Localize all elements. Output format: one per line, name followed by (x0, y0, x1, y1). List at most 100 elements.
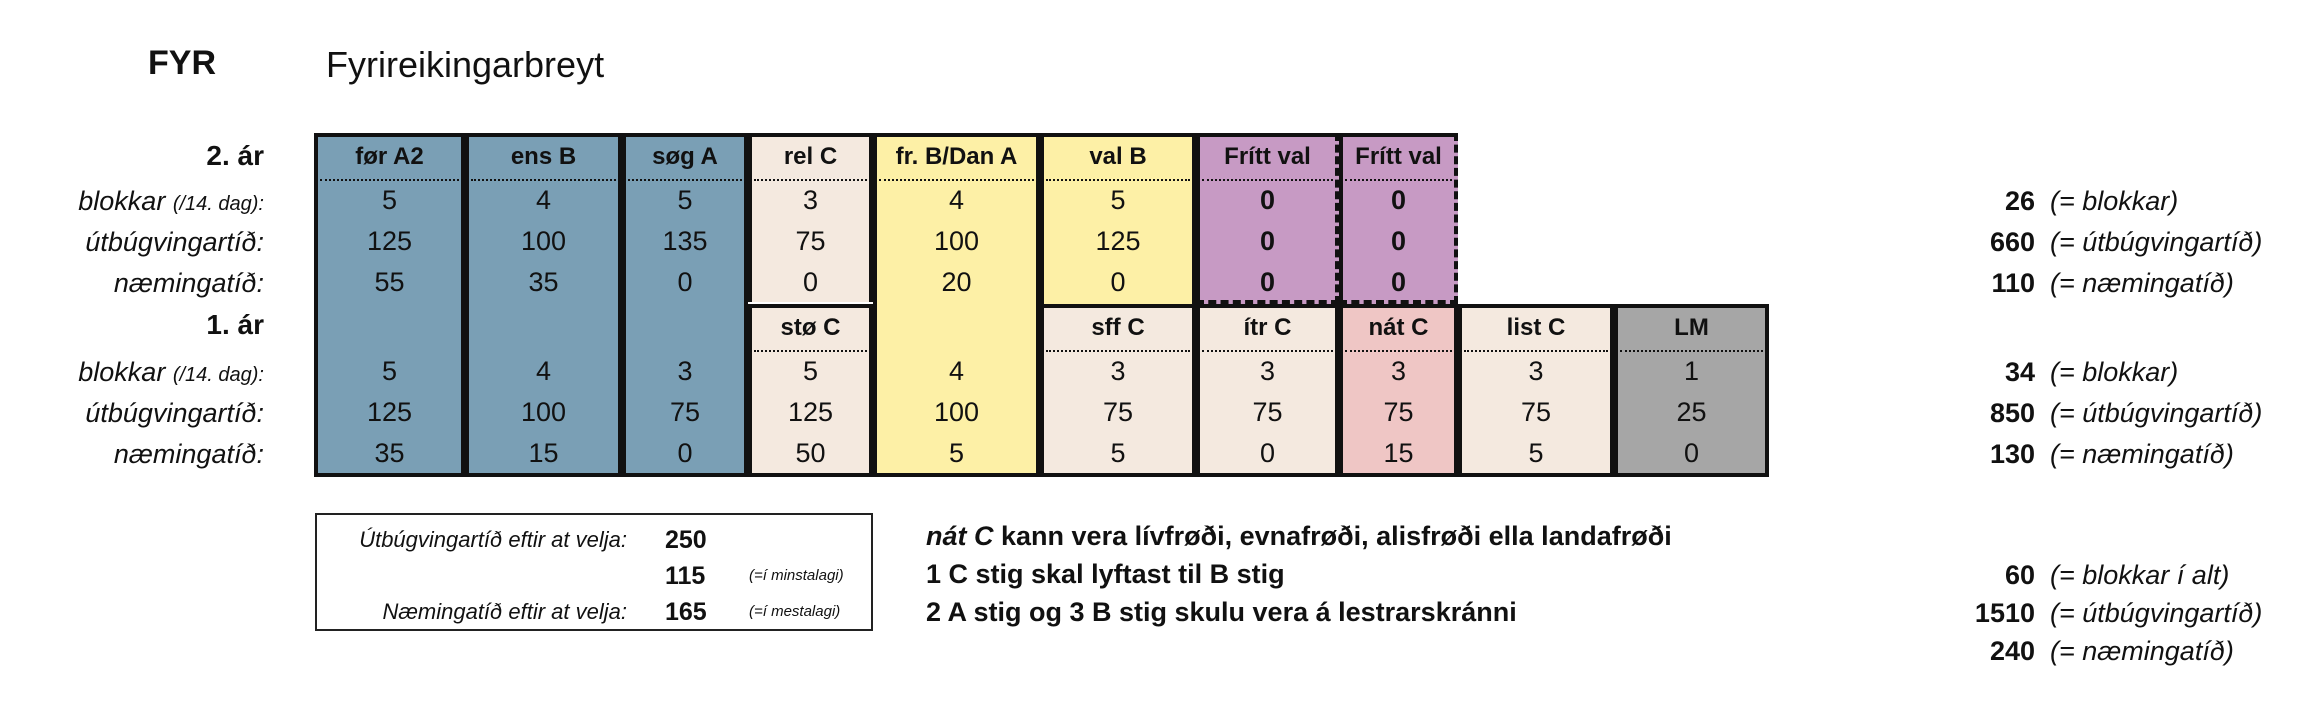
year1-value-cell: 75 (1520, 397, 1552, 427)
year2-value-cell: 4 (948, 185, 965, 215)
year1-value-cell: 50 (795, 438, 826, 468)
total-year1-text: (= útbúgvingartíð) (2050, 398, 2263, 428)
year2-value-cell: 5 (677, 185, 693, 215)
year2-value-cell: 125 (366, 226, 413, 256)
nemingatid-label-y2: næmingatíð: (113, 268, 264, 298)
total-year1-value: 34 (2004, 357, 2035, 387)
header-separator (320, 179, 459, 181)
column-cell (748, 133, 873, 302)
column-cell (873, 133, 1040, 477)
year1-value-cell: 3 (1259, 356, 1276, 386)
year1-value-cell: 15 (528, 438, 559, 468)
total-year1-value: 130 (1989, 439, 2035, 469)
column-cell (748, 304, 873, 477)
note-2: 1 C stig skal lyftast til B stig (926, 559, 1285, 589)
summary-box: Útbúgvingartíð eftir at velja: 250 115 (… (315, 513, 873, 631)
column-cell (1458, 304, 1614, 477)
year2-value-cell: 0 (802, 267, 819, 297)
year1-value-cell: 4 (948, 356, 965, 386)
total-year1-value: 850 (1989, 398, 2035, 428)
total-all-text: (= næmingatíð) (2050, 636, 2234, 666)
year2-header-cell: val B (1089, 143, 1147, 170)
column-cell (622, 133, 748, 477)
utb-remaining-label: Útbúgvingartíð eftir at velja: (359, 527, 627, 552)
header-separator (1464, 350, 1608, 352)
column-cell (1196, 304, 1339, 477)
year1-value-cell: 5 (948, 438, 965, 468)
nemingatid-label-y1: næmingatíð: (113, 439, 264, 469)
year1-value-cell: 75 (1383, 397, 1414, 427)
year1-value-cell: 3 (1110, 356, 1126, 386)
program-code: FYR (148, 44, 216, 82)
year1-value-cell: 0 (1683, 438, 1700, 468)
year2-value-cell: 4 (535, 185, 552, 215)
year1-value-cell: 25 (1676, 397, 1707, 427)
header-separator (1202, 350, 1333, 352)
total-all-value: 60 (2004, 560, 2035, 590)
year1-value-cell: 1 (1683, 356, 1700, 386)
max-note: (=í mestalagi) (749, 603, 841, 620)
year2-value-cell: 0 (1390, 185, 1407, 215)
blokkar-label-y1: blokkar (/14. dag): (78, 352, 264, 395)
note-1: nát C kann vera lívfrøði, evnafrøði, ali… (926, 517, 1672, 555)
year1-header-cell: list C (1506, 314, 1566, 341)
year2-value-cell: 5 (381, 185, 398, 215)
year1-value-cell: 3 (1390, 356, 1407, 386)
year2-value-cell: 100 (520, 226, 567, 256)
year1-value-cell: 3 (1528, 356, 1544, 386)
total-year2-text: (= útbúgvingartíð) (2050, 227, 2263, 257)
blokkar-label-y2: blokkar (/14. dag): (78, 181, 264, 224)
year1-value-cell: 125 (366, 397, 413, 427)
year2-header-cell: før A2 (355, 143, 424, 170)
year2-value-cell: 0 (1390, 226, 1407, 256)
utbugvingartid-label-y2: útbúgvingartíð: (85, 227, 264, 257)
year2-value-cell: 3 (802, 185, 819, 215)
year2-header-cell: søg A (652, 143, 718, 170)
year2-value-cell: 0 (677, 267, 693, 297)
total-all-value: 1510 (1974, 598, 2035, 628)
year2-label: 2. ár (206, 140, 264, 171)
total-year1-text: (= næmingatíð) (2050, 439, 2234, 469)
nem-remaining-label: Næmingatíð eftir at velja: (382, 599, 627, 624)
utb-min-value: 115 (665, 562, 706, 590)
year1-value-cell: 0 (677, 438, 693, 468)
column-cell (1339, 304, 1458, 477)
year2-header-cell: rel C (783, 143, 838, 170)
year2-value-cell: 0 (1259, 267, 1276, 297)
year1-header-cell: sff C (1091, 314, 1145, 341)
total-all-text: (= blokkar í alt) (2050, 560, 2230, 590)
year2-value-cell: 55 (374, 267, 405, 297)
year1-value-cell: 100 (933, 397, 980, 427)
note-3: 2 A stig og 3 B stig skulu vera á lestra… (926, 597, 1517, 627)
year1-value-cell: 5 (1110, 438, 1126, 468)
year1-value-cell: 75 (669, 397, 701, 427)
year2-value-cell: 0 (1259, 185, 1276, 215)
year1-value-cell: 15 (1383, 438, 1414, 468)
min-note: (=í minstalagi) (749, 567, 844, 584)
year2-value-cell: 0 (1390, 267, 1407, 297)
year1-value-cell: 35 (374, 438, 405, 468)
header-separator (1345, 350, 1452, 352)
year2-value-cell: 75 (795, 226, 826, 256)
header-separator (754, 350, 867, 352)
utbugvingartid-label-y1: útbúgvingartíð: (85, 398, 264, 428)
column-cell (1614, 304, 1769, 477)
year1-value-cell: 5 (381, 356, 398, 386)
year1-value-cell: 75 (1252, 397, 1283, 427)
total-all-text: (= útbúgvingartíð) (2050, 598, 2263, 628)
year1-value-cell: 125 (787, 397, 834, 427)
header-separator (1345, 179, 1452, 181)
blokkar-word: blokkar (78, 357, 166, 387)
year1-header-cell: stø C (780, 314, 841, 341)
year1-header-cell: nát C (1368, 314, 1429, 341)
year1-label: 1. ár (206, 309, 264, 340)
header-separator (1202, 179, 1333, 181)
blokkar-sub: (/14. dag): (172, 364, 264, 386)
header-separator (1046, 179, 1190, 181)
total-year2-value: 26 (2004, 186, 2035, 216)
column-cell (1040, 304, 1196, 477)
year2-value-cell: 5 (1110, 185, 1126, 215)
year2-value-cell: 0 (1259, 226, 1276, 256)
year2-value-cell: 35 (528, 267, 559, 297)
year1-value-cell: 75 (1102, 397, 1134, 427)
